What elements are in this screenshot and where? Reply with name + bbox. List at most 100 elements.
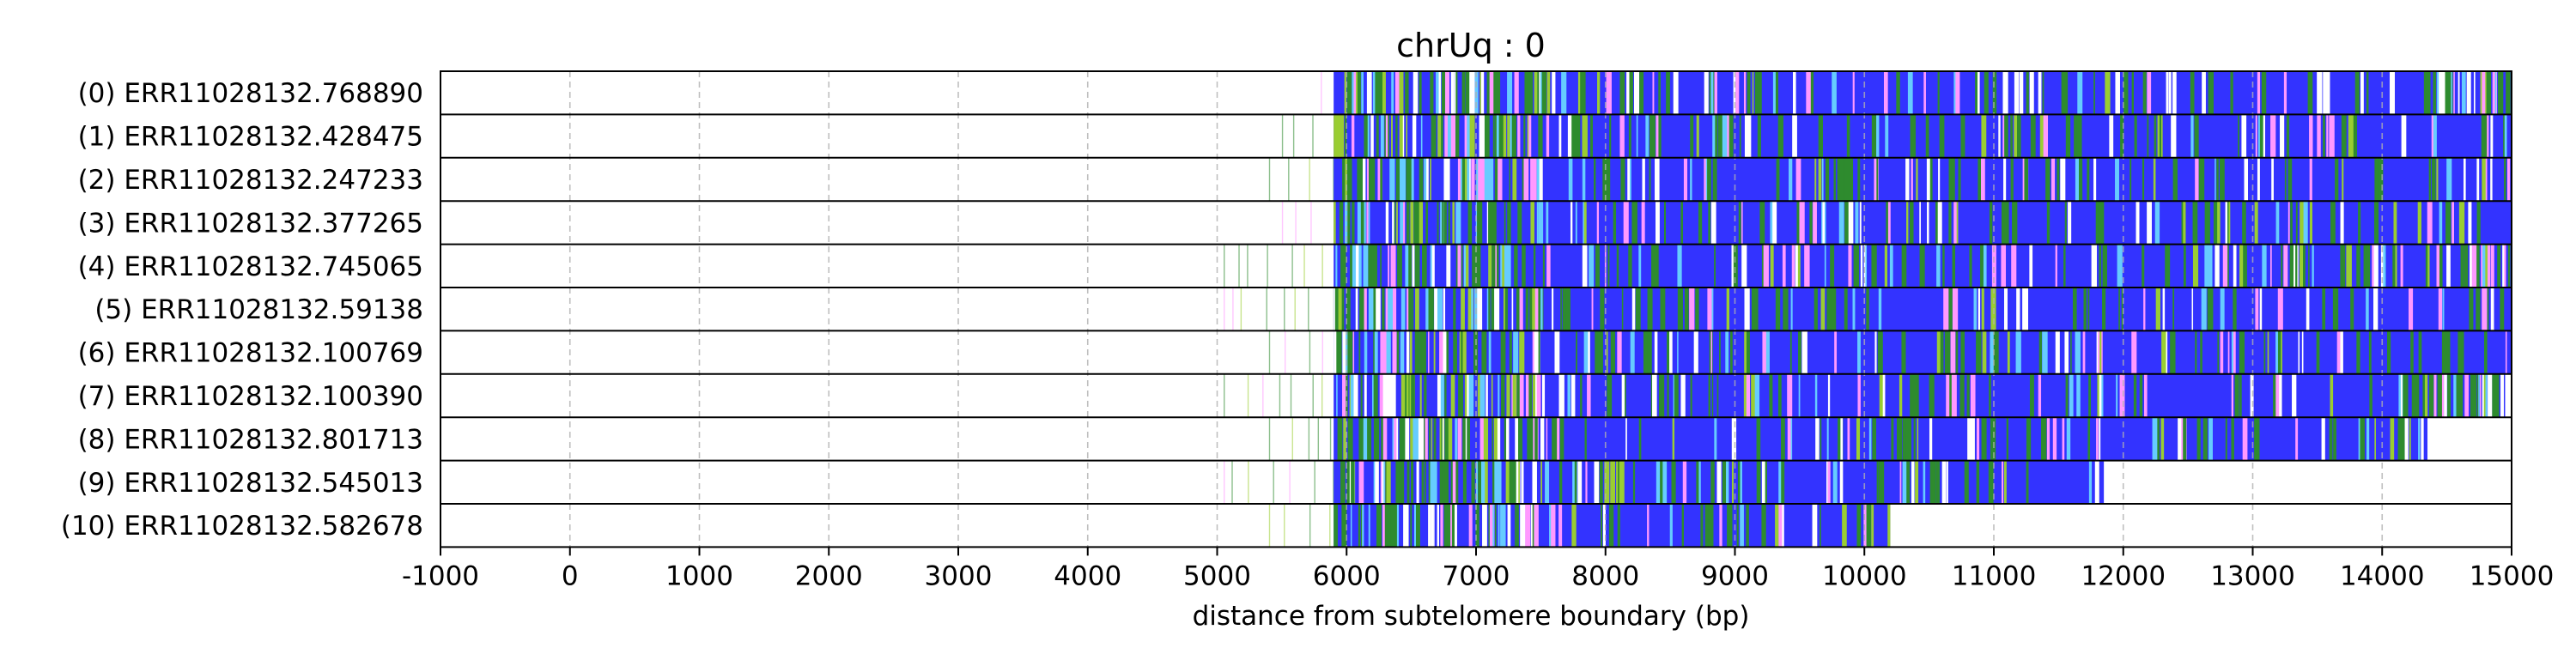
read-segment bbox=[1346, 157, 1352, 202]
read-segment bbox=[1690, 114, 1694, 158]
read-segment bbox=[2500, 373, 2504, 418]
read-segment bbox=[1457, 157, 1462, 202]
read-segment bbox=[1440, 504, 1443, 548]
read-segment bbox=[1479, 114, 1483, 158]
read-segment bbox=[2438, 288, 2443, 331]
read-segment bbox=[1671, 460, 1676, 504]
read-segment bbox=[2482, 373, 2486, 418]
read-segment bbox=[1787, 417, 1792, 461]
read-segment bbox=[2010, 114, 2013, 158]
read-segment bbox=[2281, 244, 2283, 288]
read-segment bbox=[1878, 460, 1885, 504]
read-segment bbox=[2166, 71, 2169, 115]
read-segment bbox=[2442, 288, 2445, 331]
read-segment bbox=[1746, 330, 1750, 374]
read-segment bbox=[2366, 288, 2369, 331]
read-segment bbox=[1981, 288, 1984, 331]
read-segment bbox=[1394, 417, 1399, 461]
read-segment bbox=[2446, 157, 2452, 202]
read-segment bbox=[1536, 201, 1539, 245]
read-segment bbox=[1751, 373, 1756, 418]
read-segment bbox=[2281, 330, 2282, 374]
read-segment bbox=[2136, 201, 2140, 245]
read-segment bbox=[1461, 330, 1463, 374]
grid bbox=[568, 71, 2384, 548]
read-segment bbox=[2191, 288, 2194, 331]
read-segment bbox=[1247, 373, 1249, 418]
read-segment bbox=[1467, 288, 1474, 331]
read-segment bbox=[1513, 330, 1519, 374]
read-segment bbox=[2468, 201, 2472, 245]
read-segment bbox=[1351, 460, 1355, 504]
read-segment bbox=[2445, 71, 2449, 115]
read-segment bbox=[1358, 504, 1360, 548]
read-segment bbox=[1990, 417, 1996, 461]
read-segment bbox=[1826, 288, 1832, 331]
read-segment bbox=[1312, 114, 1314, 158]
read-segment bbox=[1789, 330, 1792, 374]
read-segment bbox=[2323, 114, 2325, 158]
read-segment bbox=[1731, 417, 1737, 461]
read-segment bbox=[1929, 417, 1933, 461]
read-segment bbox=[2194, 114, 2199, 158]
read-segment bbox=[2458, 201, 2465, 245]
read-segment bbox=[1509, 330, 1512, 374]
read-segment bbox=[1395, 157, 1400, 202]
read-body bbox=[1334, 157, 2512, 202]
read-segment bbox=[2102, 288, 2106, 331]
read-segment bbox=[1422, 330, 1426, 374]
read-segment bbox=[2299, 244, 2305, 288]
read-segment bbox=[2262, 244, 2267, 288]
read-segment bbox=[1672, 417, 1675, 461]
read-segment bbox=[2242, 330, 2245, 374]
read-segment bbox=[1799, 201, 1805, 245]
read-segment bbox=[2055, 244, 2057, 288]
read-segment bbox=[1425, 288, 1430, 331]
read-segment bbox=[1925, 114, 1929, 158]
read-segment bbox=[2147, 201, 2152, 245]
read-segment bbox=[1425, 417, 1428, 461]
read-segment bbox=[1424, 417, 1426, 461]
read-segment bbox=[1730, 330, 1733, 374]
read-segment bbox=[1909, 201, 1914, 245]
read-segment bbox=[2227, 244, 2229, 288]
read-segment bbox=[1507, 114, 1510, 158]
read-segment bbox=[2170, 330, 2176, 374]
read-segment bbox=[1366, 201, 1369, 245]
read-segment bbox=[1387, 373, 1391, 418]
read-segment bbox=[2172, 71, 2177, 115]
read-segment bbox=[1231, 460, 1233, 504]
read-segment bbox=[1932, 373, 1935, 418]
read-segment bbox=[1351, 114, 1355, 158]
read-segment bbox=[1395, 114, 1398, 158]
read-segment bbox=[1619, 114, 1625, 158]
read-segment bbox=[2360, 71, 2364, 115]
read-segment bbox=[1461, 244, 1463, 288]
read-segment bbox=[1442, 201, 1444, 245]
read-segment bbox=[2369, 373, 2372, 418]
read-segment bbox=[1394, 504, 1398, 548]
read-segment bbox=[2062, 417, 2065, 461]
read-segment bbox=[2216, 157, 2219, 202]
read-segment bbox=[2026, 460, 2029, 504]
read-segment bbox=[1860, 244, 1863, 288]
read-segment bbox=[1452, 201, 1455, 245]
read-segment bbox=[2350, 288, 2354, 331]
read-segment bbox=[1455, 201, 1461, 245]
read-segment bbox=[1744, 330, 1748, 374]
read-segment bbox=[1532, 288, 1537, 331]
read-segment bbox=[1382, 417, 1388, 461]
read-segment bbox=[2254, 417, 2260, 461]
read-segment bbox=[1462, 330, 1467, 374]
read-segment bbox=[1382, 460, 1385, 504]
read-segment bbox=[1814, 288, 1818, 331]
read-segment bbox=[1976, 417, 1980, 461]
read-segment bbox=[1572, 114, 1579, 158]
read-segment bbox=[2238, 114, 2239, 158]
read-segment bbox=[1492, 244, 1495, 288]
read-segment bbox=[2239, 330, 2243, 374]
read-segment bbox=[1493, 417, 1498, 461]
read-segment bbox=[1826, 460, 1828, 504]
read-segment bbox=[2436, 244, 2442, 288]
read-segment bbox=[1973, 288, 1978, 331]
